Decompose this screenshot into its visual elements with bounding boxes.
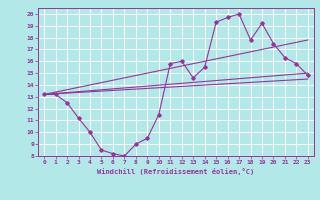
X-axis label: Windchill (Refroidissement éolien,°C): Windchill (Refroidissement éolien,°C)	[97, 168, 255, 175]
